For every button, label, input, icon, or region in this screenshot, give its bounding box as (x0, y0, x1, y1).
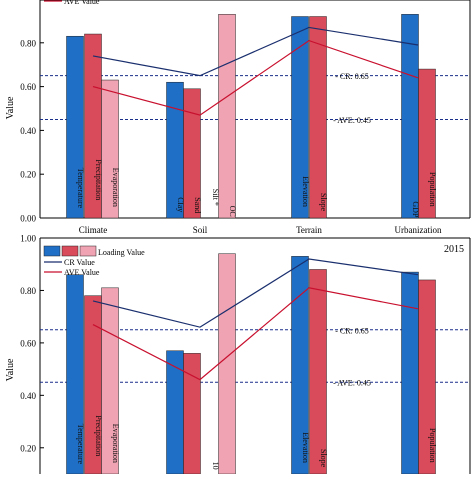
panel1-bar (309, 16, 327, 219)
panel2-y-tick-label: 0.40 (20, 391, 36, 401)
panel2-bar-label: Elevation (301, 432, 310, 463)
panel1-bar-label: Elevation (301, 176, 310, 207)
panel1-bar (183, 88, 201, 219)
panel2-y-tick-label: 1.00 (20, 234, 36, 244)
panel2-y-tick-label: 0.20 (20, 443, 36, 453)
panel1-bar-label: GDP (411, 201, 420, 218)
panel2-legend-swatch-pink (79, 245, 97, 257)
panel2-bar-label: 10 (211, 462, 220, 470)
panel1-bar (66, 35, 84, 219)
panel2-bar-label: Population (428, 428, 437, 463)
panel1-y-tick-label: 0.20 (20, 170, 36, 180)
panel1-group-label: Urbanization (395, 225, 442, 235)
panel1-y-tick-label: 0.80 (20, 38, 36, 48)
panel1-group-label: Climate (79, 225, 108, 235)
panel2-legend-swatch-blue (43, 245, 61, 257)
panel1-bar (101, 79, 119, 219)
panel1-cr-value-line (92, 26, 419, 77)
panel1-bar-label: Clay (176, 197, 185, 212)
panel1-bar-label: Population (428, 172, 437, 207)
panel1-y-axis-label: Value (5, 96, 16, 119)
panel1-bar-label: Silt * (211, 189, 220, 206)
panel2-bar (218, 253, 236, 475)
panel1-bar-label: OC (228, 206, 237, 217)
panel1-ave-value-line (92, 39, 419, 116)
panel2-y-tick-label: 0.80 (20, 286, 36, 296)
panel2-legend-ave-label: AVE Value (64, 268, 100, 277)
panel1-legend-ave-label: AVE Value (64, 0, 100, 6)
panel2-bar-label: Precipitation (94, 415, 103, 456)
panel1-bar (418, 68, 436, 219)
panel1-group-label: Soil (193, 225, 208, 235)
panel2-legend-swatch-red (61, 245, 79, 257)
panel2-legend-cr-label: CR Value (64, 258, 95, 267)
panel2-bar-label: Slope (319, 449, 328, 468)
panel2-y-axis-label: Value (5, 358, 16, 381)
panel2-bar (183, 353, 201, 475)
panel1-bar-label: Evaporation (111, 168, 120, 207)
panel2-year-label: 2015 (444, 244, 464, 255)
panel1-y-tick-label: 0.00 (20, 214, 36, 224)
panel1-threshold-label: - AVE: 0.45 (333, 116, 371, 125)
panel2-threshold-label: - AVE: 0.45 (333, 379, 371, 388)
panel2-bar (309, 269, 327, 475)
panel1-bar-label: Precipitation (94, 159, 103, 200)
panel2-cr-value-line (92, 258, 419, 328)
panel2-bar (401, 271, 419, 475)
panel2-bar-label: Evaporation (111, 424, 120, 463)
panel1-bar (291, 16, 309, 219)
panel1-bar-label: Sand (193, 197, 202, 213)
panel2-y-tick-label: 0.60 (20, 338, 36, 348)
panel1-bar-label: Slope (319, 193, 328, 212)
panel1-bar (218, 14, 236, 219)
panel1-group-label: Terrain (296, 225, 322, 235)
panel2-ave-value-line (92, 287, 419, 381)
panel1-y-tick-label: 0.60 (20, 82, 36, 92)
panel1-bar-label: Temperature (76, 168, 85, 209)
panel2-legend-loading-label: Loading Value (98, 248, 145, 257)
panel1-y-tick-label: 0.40 (20, 126, 36, 136)
panel1-threshold-label: - CR: 0.65 (335, 72, 369, 81)
panel2-bar-label: Temperature (76, 424, 85, 465)
panel2-threshold-label: - CR: 0.65 (335, 326, 369, 335)
